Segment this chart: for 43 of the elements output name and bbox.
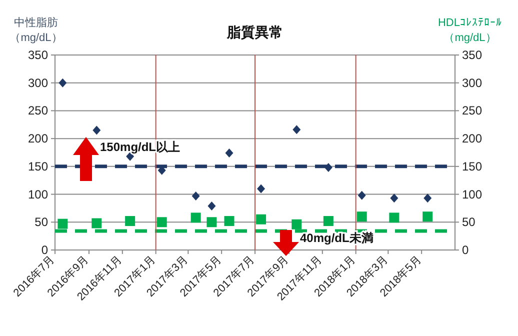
y-tick-label: 200 <box>28 132 48 146</box>
point <box>257 184 266 194</box>
point <box>225 148 234 158</box>
point <box>323 216 334 226</box>
point <box>356 212 367 222</box>
y2-axis-title: HDLｺﾚｽﾃﾛｰﾙ（mg/dL） <box>438 17 502 44</box>
point <box>125 216 136 226</box>
y2-tick-label: 150 <box>462 159 482 174</box>
chart-title: 脂質異常 <box>226 24 283 40</box>
point <box>256 214 266 224</box>
point <box>190 212 201 223</box>
y2-tick-label: 0 <box>462 243 469 257</box>
y2-tick-label: 50 <box>462 215 476 230</box>
y-axis-title: 中性脂肪（mg/dL） <box>10 16 62 44</box>
point <box>390 194 398 203</box>
point <box>424 194 432 203</box>
y-tick-label: 150 <box>28 159 48 174</box>
y-tick-label: 100 <box>28 187 48 202</box>
point <box>156 217 167 228</box>
point <box>292 125 301 134</box>
point <box>192 191 200 200</box>
y2-tick-label: 300 <box>462 76 482 90</box>
y-tick-label: 0 <box>41 243 48 257</box>
point <box>206 217 217 228</box>
y2-tick-label: 200 <box>462 132 482 146</box>
point <box>358 190 366 200</box>
point <box>422 212 433 222</box>
point <box>58 218 68 229</box>
y-tick-label: 300 <box>28 76 48 90</box>
point <box>292 219 302 230</box>
y-tick-label: 50 <box>34 215 48 230</box>
point <box>324 163 332 172</box>
y-tick-label: 350 <box>28 48 48 62</box>
point <box>92 126 101 135</box>
y2-tick-label: 250 <box>462 104 482 118</box>
point <box>224 216 234 226</box>
point <box>208 201 216 210</box>
y2-tick-label: 350 <box>462 48 482 62</box>
y-tick-label: 250 <box>28 104 48 118</box>
point <box>389 212 400 223</box>
point <box>92 218 102 228</box>
y2-tick-label: 100 <box>462 187 482 202</box>
point <box>58 78 67 88</box>
